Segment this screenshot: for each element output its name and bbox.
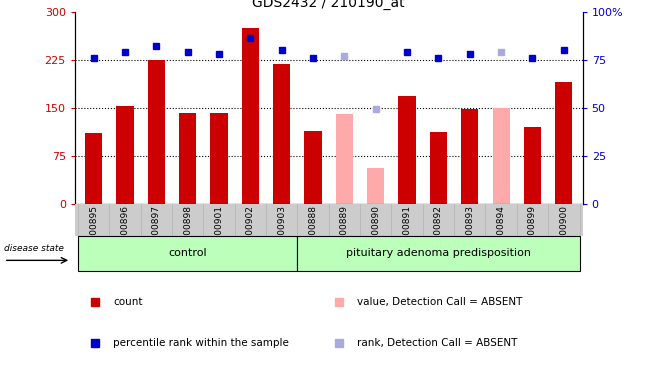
Bar [75, 204, 583, 236]
Text: GSM100899: GSM100899 [528, 205, 537, 260]
Bar [273, 64, 290, 204]
Bar [493, 108, 510, 204]
Text: GSM100896: GSM100896 [120, 205, 130, 260]
Bar [336, 114, 353, 204]
Bar [367, 168, 384, 204]
Text: GSM100898: GSM100898 [183, 205, 192, 260]
Text: GSM100890: GSM100890 [371, 205, 380, 260]
Bar [78, 236, 298, 271]
Text: GSM100900: GSM100900 [559, 205, 568, 260]
Text: GSM100895: GSM100895 [89, 205, 98, 260]
Bar [179, 113, 197, 204]
Bar [398, 96, 416, 204]
Text: GSM100894: GSM100894 [497, 205, 506, 260]
Bar [555, 82, 572, 204]
Text: pituitary adenoma predisposition: pituitary adenoma predisposition [346, 248, 531, 258]
Text: GSM100902: GSM100902 [246, 205, 255, 260]
Bar [461, 109, 478, 204]
Bar [298, 236, 579, 271]
Bar [210, 113, 228, 204]
Bar [85, 133, 102, 204]
Title: GDS2432 / 210190_at: GDS2432 / 210190_at [253, 0, 405, 10]
Text: GSM100889: GSM100889 [340, 205, 349, 260]
Text: rank, Detection Call = ABSENT: rank, Detection Call = ABSENT [357, 338, 517, 348]
Text: GSM100897: GSM100897 [152, 205, 161, 260]
Text: GSM100893: GSM100893 [465, 205, 475, 260]
Text: control: control [169, 248, 207, 258]
Text: value, Detection Call = ABSENT: value, Detection Call = ABSENT [357, 298, 522, 308]
Text: GSM100901: GSM100901 [215, 205, 223, 260]
Text: count: count [113, 298, 143, 308]
Bar [117, 106, 133, 204]
Bar [524, 127, 541, 204]
Text: percentile rank within the sample: percentile rank within the sample [113, 338, 289, 348]
Bar [430, 132, 447, 204]
Text: GSM100892: GSM100892 [434, 205, 443, 260]
Bar [305, 131, 322, 204]
Bar [242, 28, 259, 204]
Text: GSM100891: GSM100891 [402, 205, 411, 260]
Bar [148, 60, 165, 204]
Text: GSM100888: GSM100888 [309, 205, 318, 260]
Text: disease state: disease state [4, 244, 64, 253]
Text: GSM100903: GSM100903 [277, 205, 286, 260]
